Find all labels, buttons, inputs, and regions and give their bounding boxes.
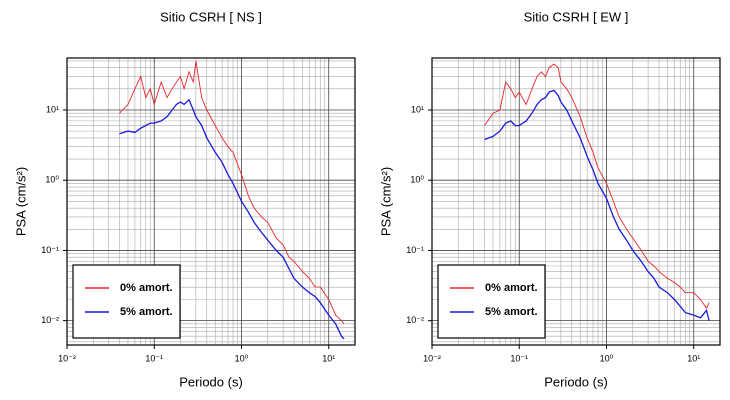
x-tick-label: 10⁻² <box>423 353 441 363</box>
y-tick-label: 10⁰ <box>45 175 59 185</box>
legend-box <box>72 264 181 339</box>
legend-box <box>437 264 546 339</box>
x-tick-label: 10⁻¹ <box>510 353 528 363</box>
x-tick-label: 10¹ <box>687 353 700 363</box>
series-line <box>119 60 345 325</box>
y-tick-label: 10⁻² <box>41 315 59 325</box>
legend-label: 0% amort. <box>120 282 173 294</box>
series-line <box>119 98 345 340</box>
x-tick-label: 10⁻¹ <box>145 353 163 363</box>
y-tick-label: 10⁻¹ <box>406 245 424 255</box>
x-tick-label: 10⁻² <box>58 353 76 363</box>
y-tick-label: 10¹ <box>46 104 59 114</box>
legend-label: 5% amort. <box>120 306 173 318</box>
legend-label: 0% amort. <box>485 282 538 294</box>
legend-label: 5% amort. <box>485 306 538 318</box>
plot-frame <box>431 57 721 346</box>
chart-title: Sitio CSRH [ EW ] <box>524 9 629 24</box>
y-axis-title: PSA (cm/s²) <box>13 167 28 236</box>
y-tick-label: 10⁻¹ <box>41 245 59 255</box>
y-tick-label: 10¹ <box>411 104 424 114</box>
x-tick-label: 10⁰ <box>600 353 614 363</box>
x-axis-title: Periodo (s) <box>179 374 243 389</box>
y-axis-title: PSA (cm/s²) <box>378 167 393 236</box>
series-line <box>484 89 710 321</box>
series-line <box>484 63 710 310</box>
chart-title: Sitio CSRH [ NS ] <box>160 9 262 24</box>
x-tick-label: 10⁰ <box>235 353 249 363</box>
x-tick-label: 10¹ <box>322 353 335 363</box>
y-tick-label: 10⁻² <box>406 315 424 325</box>
y-tick-label: 10⁰ <box>410 175 424 185</box>
plot-frame <box>66 57 356 346</box>
x-axis-title: Periodo (s) <box>544 374 608 389</box>
